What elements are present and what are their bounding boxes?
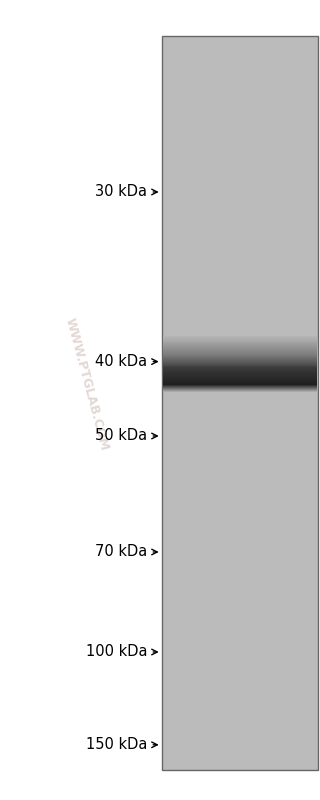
Bar [163, 366, 317, 368]
Bar [163, 368, 317, 369]
Bar [163, 338, 317, 339]
Bar [163, 382, 317, 384]
Bar [163, 381, 317, 382]
Text: WWW.PTGLAB.COM: WWW.PTGLAB.COM [62, 316, 110, 452]
Bar [163, 374, 317, 375]
Bar [163, 342, 317, 343]
Bar [163, 336, 317, 337]
Bar [163, 372, 317, 374]
Bar [163, 387, 317, 388]
Text: 50 kDa: 50 kDa [95, 429, 147, 443]
Bar [163, 346, 317, 347]
Bar [162, 36, 318, 770]
Bar [163, 355, 317, 357]
Bar [163, 389, 317, 390]
Bar [163, 350, 317, 351]
Text: 100 kDa: 100 kDa [86, 645, 147, 659]
Bar [163, 384, 317, 385]
Bar [163, 347, 317, 348]
Bar [163, 370, 317, 371]
Bar [163, 380, 317, 381]
Text: 150 kDa: 150 kDa [86, 738, 147, 752]
Bar [163, 358, 317, 359]
Bar [163, 343, 317, 344]
Bar [163, 362, 317, 363]
Bar [163, 351, 317, 352]
Bar [163, 388, 317, 390]
Text: 30 kDa: 30 kDa [95, 185, 147, 199]
Bar [163, 344, 317, 346]
Bar [163, 337, 317, 338]
Bar [163, 385, 317, 386]
Bar [163, 354, 317, 355]
Text: 40 kDa: 40 kDa [95, 354, 147, 369]
Bar [163, 364, 317, 365]
Bar [163, 340, 317, 341]
Bar [163, 349, 317, 350]
Bar [163, 390, 317, 391]
Bar [163, 348, 317, 349]
Bar [163, 339, 317, 340]
Bar [163, 353, 317, 354]
Bar [163, 371, 317, 373]
Bar [163, 360, 317, 362]
Bar [163, 341, 317, 342]
Bar [163, 352, 317, 353]
Bar [163, 375, 317, 376]
Bar [163, 378, 317, 379]
Text: 70 kDa: 70 kDa [95, 545, 147, 559]
Bar [163, 359, 317, 360]
Bar [163, 369, 317, 370]
Bar [163, 365, 317, 366]
Bar [163, 376, 317, 377]
Bar [163, 363, 317, 364]
Bar [163, 357, 317, 358]
Bar [163, 386, 317, 387]
Bar [163, 379, 317, 380]
Bar [163, 391, 317, 392]
Bar [163, 377, 317, 378]
